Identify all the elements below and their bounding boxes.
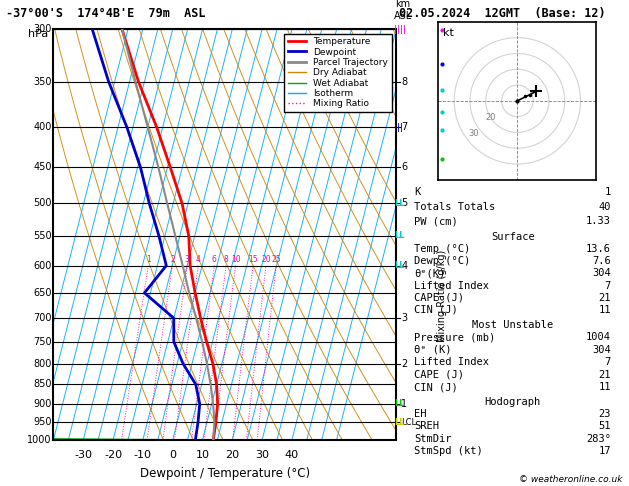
Text: 950: 950	[33, 417, 52, 427]
Text: 550: 550	[33, 231, 52, 241]
Text: 7.6: 7.6	[593, 256, 611, 266]
Text: -10: -10	[134, 450, 152, 460]
Text: ||||: ||||	[394, 25, 406, 34]
Text: 304: 304	[593, 345, 611, 355]
Text: © weatheronline.co.uk: © weatheronline.co.uk	[519, 474, 623, 484]
Text: LL: LL	[394, 399, 405, 408]
Text: 900: 900	[33, 399, 52, 409]
Text: 6: 6	[401, 162, 408, 173]
Text: Temp (°C): Temp (°C)	[415, 244, 470, 254]
Text: 7: 7	[604, 280, 611, 291]
Text: 1: 1	[401, 399, 408, 409]
Text: 20: 20	[485, 113, 496, 122]
Text: hPa: hPa	[28, 29, 48, 39]
Text: 283°: 283°	[586, 434, 611, 444]
Text: Pressure (mb): Pressure (mb)	[415, 332, 496, 342]
Text: 1000: 1000	[27, 435, 52, 445]
Text: 30: 30	[255, 450, 269, 460]
Text: Most Unstable: Most Unstable	[472, 320, 554, 330]
Text: -37°00'S  174°4B'E  79m  ASL: -37°00'S 174°4B'E 79m ASL	[6, 7, 206, 20]
Text: 23: 23	[599, 409, 611, 419]
Text: 700: 700	[33, 313, 52, 323]
Text: 13.6: 13.6	[586, 244, 611, 254]
Text: Mixing Ratio (g/kg): Mixing Ratio (g/kg)	[437, 250, 447, 342]
Text: 1: 1	[146, 255, 150, 263]
Text: Dewp (°C): Dewp (°C)	[415, 256, 470, 266]
Text: Totals Totals: Totals Totals	[415, 202, 496, 211]
Text: 5: 5	[401, 198, 408, 208]
Text: 10: 10	[196, 450, 209, 460]
Text: LL: LL	[394, 231, 405, 241]
Text: 3: 3	[185, 255, 190, 263]
Text: PW (cm): PW (cm)	[415, 216, 458, 226]
Text: 3: 3	[401, 313, 408, 323]
Text: Lifted Index: Lifted Index	[415, 357, 489, 367]
Text: 1004: 1004	[586, 332, 611, 342]
Text: 450: 450	[33, 162, 52, 173]
Text: 400: 400	[33, 122, 52, 132]
Text: 304: 304	[593, 268, 611, 278]
Text: -30: -30	[74, 450, 92, 460]
Text: StmSpd (kt): StmSpd (kt)	[415, 446, 483, 456]
Text: 7: 7	[604, 357, 611, 367]
Text: kt: kt	[443, 28, 454, 38]
Text: 17: 17	[599, 446, 611, 456]
Text: Dewpoint / Temperature (°C): Dewpoint / Temperature (°C)	[140, 467, 310, 480]
Text: CAPE (J): CAPE (J)	[415, 370, 464, 380]
Text: 4: 4	[401, 260, 408, 271]
Text: LCL: LCL	[401, 418, 416, 427]
Text: 300: 300	[33, 24, 52, 34]
Text: 15: 15	[248, 255, 258, 263]
Text: 4: 4	[196, 255, 201, 263]
Text: 11: 11	[599, 305, 611, 315]
Text: 20: 20	[225, 450, 240, 460]
Text: 2: 2	[170, 255, 175, 263]
Text: CAPE (J): CAPE (J)	[415, 293, 464, 303]
Text: 350: 350	[33, 77, 52, 87]
Text: 8: 8	[224, 255, 228, 263]
Text: 40: 40	[599, 202, 611, 211]
Text: 6: 6	[212, 255, 217, 263]
Text: 600: 600	[33, 260, 52, 271]
Text: 0: 0	[169, 450, 176, 460]
Text: 40: 40	[285, 450, 299, 460]
Text: 850: 850	[33, 380, 52, 389]
Text: 2: 2	[401, 359, 408, 369]
Text: 800: 800	[33, 359, 52, 369]
Text: 8: 8	[401, 77, 408, 87]
Text: 10: 10	[231, 255, 240, 263]
Text: 25: 25	[271, 255, 281, 263]
Text: |||: |||	[394, 123, 403, 132]
Text: StmDir: StmDir	[415, 434, 452, 444]
Text: 02.05.2024  12GMT  (Base: 12): 02.05.2024 12GMT (Base: 12)	[399, 7, 606, 20]
Text: 21: 21	[599, 293, 611, 303]
Text: K: K	[415, 187, 421, 197]
Text: 20: 20	[261, 255, 271, 263]
Text: km
ASL: km ASL	[394, 0, 412, 21]
Text: Lifted Index: Lifted Index	[415, 280, 489, 291]
Text: CIN (J): CIN (J)	[415, 382, 458, 392]
Text: θᵉ (K): θᵉ (K)	[415, 345, 452, 355]
Text: LL: LL	[394, 261, 405, 270]
Text: EH: EH	[415, 409, 426, 419]
Text: 7: 7	[401, 122, 408, 132]
Text: Hodograph: Hodograph	[484, 397, 541, 407]
Text: SREH: SREH	[415, 421, 439, 432]
Text: -20: -20	[104, 450, 122, 460]
Text: 650: 650	[33, 288, 52, 298]
Text: 1: 1	[604, 187, 611, 197]
Text: CIN (J): CIN (J)	[415, 305, 458, 315]
Text: Surface: Surface	[491, 232, 535, 242]
Text: LL: LL	[394, 199, 405, 208]
Text: 500: 500	[33, 198, 52, 208]
Text: 51: 51	[599, 421, 611, 432]
Text: LL: LL	[394, 418, 405, 427]
Legend: Temperature, Dewpoint, Parcel Trajectory, Dry Adiabat, Wet Adiabat, Isotherm, Mi: Temperature, Dewpoint, Parcel Trajectory…	[284, 34, 392, 112]
Text: 750: 750	[33, 337, 52, 347]
Text: θᵉ(K): θᵉ(K)	[415, 268, 445, 278]
Text: 30: 30	[468, 129, 479, 138]
Text: 1.33: 1.33	[586, 216, 611, 226]
Text: 11: 11	[599, 382, 611, 392]
Text: 21: 21	[599, 370, 611, 380]
